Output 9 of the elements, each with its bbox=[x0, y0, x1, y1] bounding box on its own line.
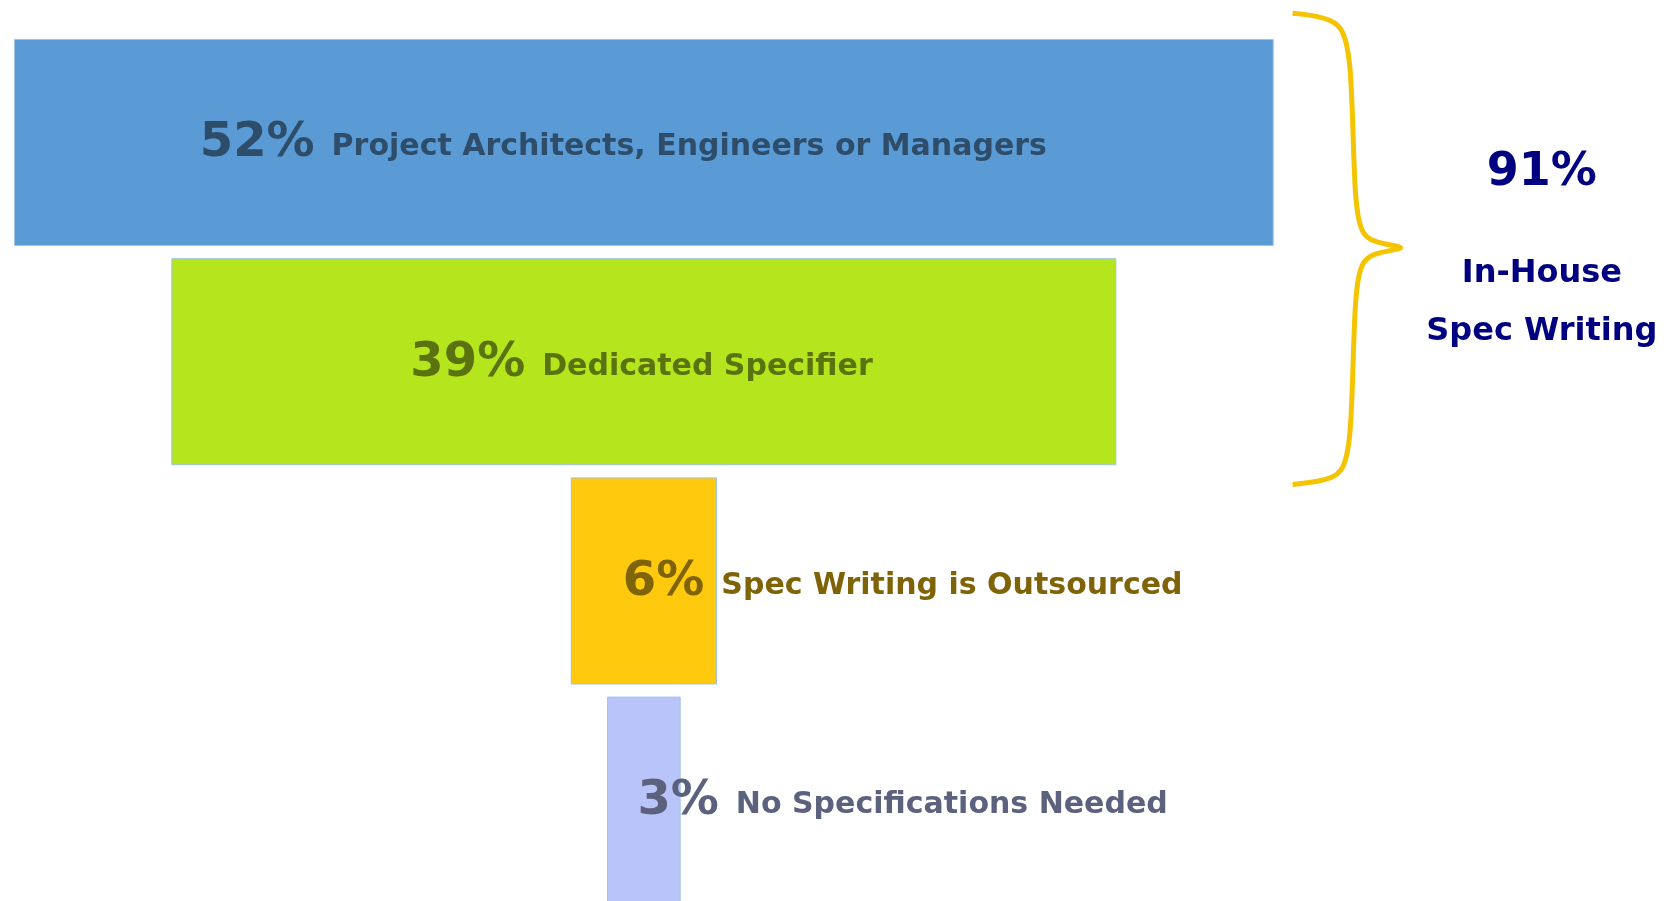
category-label: Project Architects, Engineers or Managers bbox=[331, 127, 1047, 163]
text: 91% bbox=[1486, 141, 1597, 196]
category-label: Spec Writing is Outsourced bbox=[721, 565, 1183, 601]
category-label: Dedicated Specifier bbox=[542, 346, 873, 382]
text: In-House Spec Writing bbox=[1426, 251, 1658, 348]
category-label: No Specifications Needed bbox=[735, 785, 1168, 821]
data-label: 39% bbox=[410, 330, 526, 387]
data-label: 6% bbox=[622, 549, 705, 606]
data-label: 52% bbox=[199, 111, 315, 168]
